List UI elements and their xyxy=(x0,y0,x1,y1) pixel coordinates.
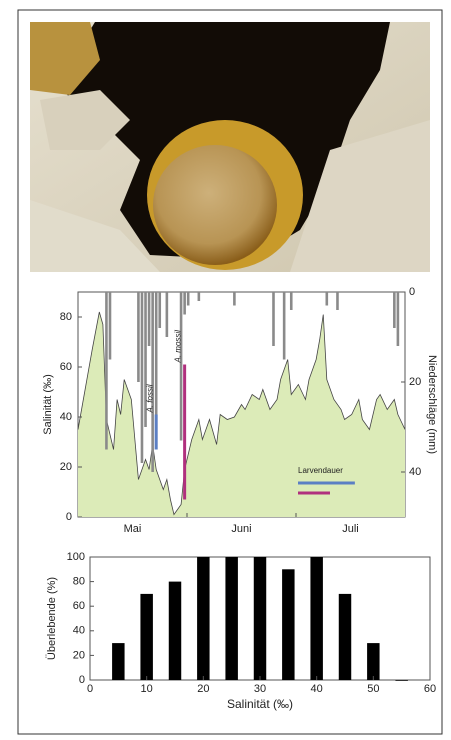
precipitation-bar xyxy=(233,292,236,306)
precipitation-bar xyxy=(105,292,108,450)
salinity-line xyxy=(77,311,406,516)
y2-axis-title: Niederschläge (mm) xyxy=(426,355,438,454)
range-legend-title: Larvendauer xyxy=(298,466,343,475)
precipitation-bar xyxy=(140,292,144,463)
y-axis-title: Salinität (‰) xyxy=(42,374,54,435)
y-tick-label: 20 xyxy=(60,461,72,473)
month-label: Juni xyxy=(231,523,251,535)
month-label: Juli xyxy=(342,523,359,535)
y2-tick-label: 20 xyxy=(409,376,421,388)
range-label: A. fossil xyxy=(145,384,154,413)
y-tick-label: 40 xyxy=(60,411,72,423)
precipitation-bar xyxy=(108,292,112,360)
y-tick-label: 80 xyxy=(60,311,72,323)
y-tick-label: 80 xyxy=(73,576,85,588)
y2-tick-label: 40 xyxy=(409,466,421,478)
bar xyxy=(310,557,323,680)
range-label: A. mossil xyxy=(174,330,183,364)
salinity-chart: 0 20 40 60 80 0 20 40 Mai Juni Juli Salinität (‰) Ni… xyxy=(42,286,438,535)
precipitation-bar xyxy=(282,292,286,360)
precipitation-bar xyxy=(154,292,158,450)
precipitation-bar xyxy=(289,292,293,310)
y-tick-label: 100 xyxy=(67,551,85,563)
x-tick-label: 30 xyxy=(254,683,266,695)
survival-chart: 0 20 40 60 80 100 0 10 20 30 40 50 60 Salinität (‰) Üb… xyxy=(46,551,436,711)
precipitation-bar xyxy=(396,292,400,346)
precipitation-bar xyxy=(137,292,140,382)
precipitation-bar xyxy=(151,292,154,472)
month-label: Mai xyxy=(124,523,142,535)
x-tick-label: 50 xyxy=(367,683,379,695)
precipitation-bar xyxy=(179,292,183,441)
precipitation-bar xyxy=(336,292,339,310)
bar xyxy=(112,643,125,680)
bar xyxy=(395,680,408,681)
bar xyxy=(225,557,238,680)
x-tick-label: 20 xyxy=(197,683,209,695)
precipitation-bar xyxy=(147,292,151,346)
bar xyxy=(197,557,210,680)
precipitation-bar xyxy=(165,292,169,337)
precipitation-bar xyxy=(393,292,396,328)
y-tick-label: 0 xyxy=(79,674,85,686)
y-tick-label: 60 xyxy=(73,600,85,612)
precipitation-bar xyxy=(183,292,186,315)
precipitation-bar xyxy=(144,292,147,427)
x-tick-label: 60 xyxy=(424,683,436,695)
bar xyxy=(140,593,153,680)
y-axis-title: Überlebende (%) xyxy=(46,577,58,660)
bar xyxy=(282,569,295,680)
salinity-area xyxy=(78,312,405,517)
y2-tick-label: 0 xyxy=(409,286,415,298)
bar xyxy=(168,581,182,680)
precipitation-bar xyxy=(197,292,201,301)
x-tick-label: 0 xyxy=(87,683,93,695)
bar xyxy=(367,643,380,680)
frame xyxy=(17,9,443,735)
photo xyxy=(30,22,430,272)
x-tick-label: 10 xyxy=(141,683,153,695)
y-tick-label: 20 xyxy=(73,649,85,661)
x-tick-label: 40 xyxy=(311,683,323,695)
precipitation-bar xyxy=(158,292,162,328)
y-tick-label: 60 xyxy=(60,361,72,373)
precipitation-bar xyxy=(325,292,329,306)
precipitation-bar xyxy=(272,292,275,346)
x-axis-title: Salinität (‰) xyxy=(227,697,293,711)
bar xyxy=(338,593,352,680)
y-tick-label: 0 xyxy=(66,511,72,523)
y-tick-label: 40 xyxy=(73,625,85,637)
precipitation-bar xyxy=(186,292,190,306)
bar xyxy=(253,557,267,680)
